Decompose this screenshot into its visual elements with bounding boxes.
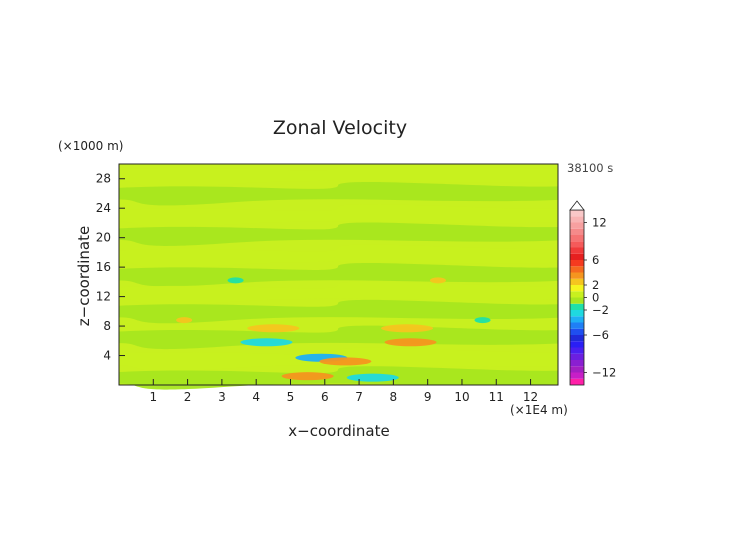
field-feature: [176, 317, 193, 324]
colorbar-segment: [570, 278, 584, 285]
colorbar-segment: [570, 372, 584, 379]
field-feature: [319, 357, 372, 366]
colorbar-segment: [570, 347, 584, 354]
colorbar-segment: [570, 241, 584, 248]
y-tick-label: 16: [96, 260, 111, 274]
x-tick-label: 8: [390, 390, 398, 404]
colorbar-tick-label: 2: [592, 278, 599, 292]
field-band: [119, 204, 558, 228]
field-feature: [227, 277, 244, 284]
x-tick-label: 5: [287, 390, 295, 404]
colorbar-segment: [570, 253, 584, 260]
field-band: [119, 163, 558, 188]
x-tick-label: 3: [218, 390, 226, 404]
colorbar-tick-label: 12: [592, 216, 607, 230]
colorbar-segment: [570, 266, 584, 273]
colorbar-segment: [570, 341, 584, 348]
colorbar-tick-label: −6: [592, 328, 609, 342]
y-tick-label: 4: [103, 349, 111, 363]
colorbar-tick-label: −2: [592, 303, 609, 317]
colorbar: 12 6 20−2 −6 −12: [569, 200, 616, 386]
colorbar-segment: [570, 366, 584, 373]
x-tick-label: 7: [355, 390, 363, 404]
x-tick-label: 1: [149, 390, 157, 404]
x-axis-label: x−coordinate: [288, 422, 389, 440]
colorbar-segment: [570, 378, 584, 385]
colorbar-segment: [570, 235, 584, 242]
field-feature: [240, 338, 293, 347]
colorbar-segment: [570, 247, 584, 254]
colorbar-segment: [570, 328, 584, 335]
colorbar-segment: [570, 285, 584, 292]
field-band: [119, 222, 558, 246]
x-tick-label: 6: [321, 390, 329, 404]
field-band: [119, 281, 558, 305]
velocity-field: [119, 163, 558, 390]
field-band: [119, 182, 558, 206]
x-tick-label: 10: [454, 390, 469, 404]
y-unit-label: (×1000 m): [58, 139, 123, 153]
colorbar-tick-label: 6: [592, 253, 599, 267]
colorbar-segment: [570, 297, 584, 304]
x-tick-label: 11: [489, 390, 504, 404]
x-unit-label: (×1E4 m): [510, 403, 568, 417]
field-band: [119, 299, 558, 324]
y-tick-label: 20: [96, 231, 111, 245]
field-feature: [474, 317, 491, 324]
y-axis-label: z−coordinate: [75, 226, 93, 326]
field-feature: [281, 372, 334, 381]
colorbar-segment: [570, 353, 584, 360]
colorbar-segment: [570, 303, 584, 310]
time-label: 38100 s: [567, 161, 613, 175]
colorbar-tick-label: −12: [592, 366, 616, 380]
colorbar-segment: [570, 228, 584, 235]
field-feature: [346, 373, 399, 382]
field-band: [119, 244, 558, 269]
colorbar-segment: [570, 316, 584, 323]
colorbar-segment: [570, 291, 584, 298]
colorbar-segment: [570, 216, 584, 223]
colorbar-segment: [570, 360, 584, 367]
field-feature: [381, 324, 434, 333]
colorbar-tick-label: 0: [592, 291, 599, 305]
colorbar-segment: [570, 322, 584, 329]
x-tick-label: 4: [252, 390, 260, 404]
y-tick-label: 8: [103, 319, 111, 333]
field-feature: [247, 324, 300, 333]
colorbar-segment: [570, 335, 584, 342]
colorbar-segment: [570, 310, 584, 317]
x-tick-label: 12: [523, 390, 538, 404]
field-feature: [384, 338, 437, 347]
field-band: [119, 366, 558, 390]
field-feature: [429, 277, 446, 284]
field-band: [119, 325, 558, 350]
chart-title: Zonal Velocity: [273, 117, 407, 139]
x-tick-label: 9: [424, 390, 432, 404]
colorbar-segment: [570, 272, 584, 279]
colorbar-segment: [570, 222, 584, 229]
plot-frame: [118, 163, 559, 386]
colorbar-extend-arrow: [569, 200, 585, 211]
y-tick-label: 24: [96, 201, 111, 215]
colorbar-segment: [570, 210, 584, 217]
x-tick-label: 2: [184, 390, 192, 404]
y-tick-label: 28: [96, 172, 111, 186]
y-tick-label: 12: [96, 290, 111, 304]
colorbar-segment: [570, 260, 584, 267]
